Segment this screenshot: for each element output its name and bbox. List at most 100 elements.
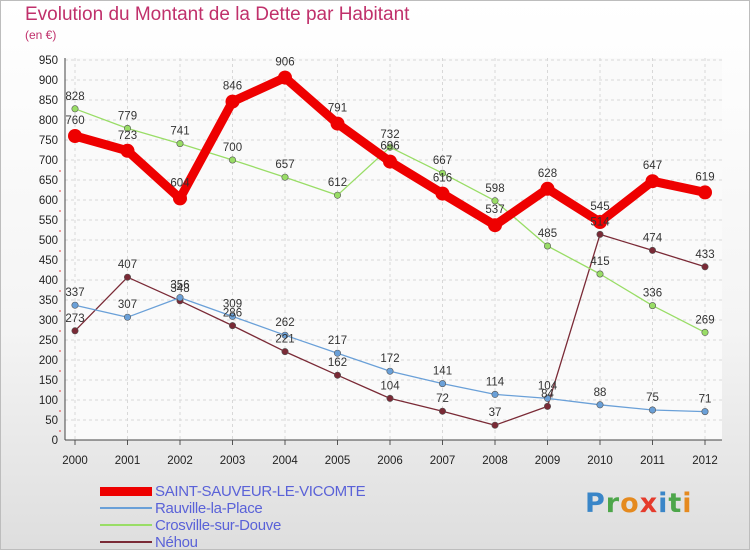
y-tick-label: 600 bbox=[39, 195, 58, 207]
data-point bbox=[124, 273, 132, 281]
y-tick-label: 650 bbox=[39, 175, 58, 187]
y-tick-label: 350 bbox=[39, 295, 58, 307]
data-label: 141 bbox=[433, 366, 452, 378]
y-tick-label: 50 bbox=[45, 415, 58, 427]
data-label: 88 bbox=[594, 387, 607, 399]
legend-item: Crosville-sur-Douve bbox=[100, 517, 460, 534]
logo-letter: x bbox=[639, 488, 659, 519]
y-tick-label: 450 bbox=[39, 255, 58, 267]
data-label: 104 bbox=[538, 380, 558, 392]
data-point bbox=[229, 156, 237, 164]
data-label: 415 bbox=[590, 256, 609, 268]
data-point bbox=[596, 270, 604, 278]
data-point bbox=[491, 390, 499, 398]
x-tick-label: 2005 bbox=[325, 455, 351, 467]
data-point bbox=[438, 380, 446, 388]
data-label: 221 bbox=[275, 334, 294, 346]
data-label: 84 bbox=[541, 388, 554, 400]
y-tick-label: 550 bbox=[39, 215, 58, 227]
data-label: 104 bbox=[380, 380, 400, 392]
data-point bbox=[596, 401, 604, 409]
data-label: 172 bbox=[380, 353, 399, 365]
data-label: 846 bbox=[223, 81, 242, 93]
data-label: 114 bbox=[486, 376, 505, 388]
data-point bbox=[229, 322, 237, 330]
y-tick-label: 750 bbox=[39, 135, 58, 147]
data-labels: 760 723 604 846 906 791 696 616 537 628 545 647 619 3… bbox=[65, 57, 714, 420]
data-label: 407 bbox=[118, 259, 137, 271]
data-label: 537 bbox=[485, 204, 504, 216]
data-label: 286 bbox=[223, 308, 242, 320]
data-label: 616 bbox=[433, 173, 452, 185]
data-label: 485 bbox=[538, 228, 557, 240]
y-tick-label: 850 bbox=[39, 95, 58, 107]
x-tick-label: 2008 bbox=[482, 455, 508, 467]
data-point bbox=[386, 367, 394, 375]
data-label: 37 bbox=[489, 407, 502, 419]
data-label: 604 bbox=[170, 177, 190, 189]
y-tick-label: 250 bbox=[39, 335, 58, 347]
data-label: 612 bbox=[328, 177, 347, 189]
data-label: 598 bbox=[485, 183, 504, 195]
logo-letter: i bbox=[682, 488, 693, 519]
data-point bbox=[281, 348, 289, 356]
x-tick-label: 2003 bbox=[220, 455, 246, 467]
legend-swatch bbox=[100, 524, 152, 526]
data-point bbox=[330, 116, 345, 131]
x-tick-label: 2012 bbox=[692, 455, 718, 467]
proxiti-logo: Proxiti bbox=[585, 488, 693, 519]
data-point bbox=[593, 215, 607, 229]
data-point bbox=[229, 312, 237, 320]
data-label: 75 bbox=[646, 392, 659, 404]
x-tick-label: 2009 bbox=[535, 455, 561, 467]
legend-label: SAINT-SAUVEUR-LE-VICOMTE bbox=[155, 483, 366, 500]
data-point bbox=[491, 421, 499, 429]
data-point bbox=[596, 230, 604, 238]
data-label: 337 bbox=[65, 287, 84, 299]
x-tick-label: 2011 bbox=[640, 455, 665, 467]
data-point bbox=[68, 129, 82, 143]
data-label: 309 bbox=[223, 298, 242, 310]
data-point bbox=[333, 349, 341, 357]
data-point bbox=[386, 143, 394, 151]
legend: SAINT-SAUVEUR-LE-VICOMTE Rauville-la-Pla… bbox=[100, 483, 460, 551]
data-point bbox=[543, 394, 551, 402]
data-point bbox=[173, 191, 187, 206]
y-tick-label: 200 bbox=[39, 355, 58, 367]
x-tick-label: 2000 bbox=[62, 455, 88, 467]
data-label: 619 bbox=[695, 171, 714, 183]
data-label: 348 bbox=[170, 283, 189, 295]
series-layer bbox=[68, 70, 712, 429]
data-point bbox=[701, 408, 709, 416]
legend-swatch bbox=[100, 507, 152, 509]
data-point bbox=[386, 394, 394, 402]
data-point bbox=[176, 140, 184, 148]
data-point bbox=[278, 70, 292, 85]
data-point bbox=[438, 169, 446, 177]
data-point bbox=[124, 124, 132, 132]
legend-label: Néhou bbox=[155, 534, 198, 551]
axes: 0 50 100 150 200 250 300 350 400 450 500 550 600 650 7… bbox=[39, 55, 722, 467]
logo-letter: i bbox=[658, 488, 669, 519]
data-label: 723 bbox=[118, 130, 137, 142]
data-point bbox=[281, 331, 289, 339]
data-label: 779 bbox=[118, 110, 137, 122]
data-label: 433 bbox=[695, 249, 714, 261]
legend-swatch bbox=[100, 541, 152, 543]
data-point bbox=[176, 294, 184, 302]
y-tick-label: 150 bbox=[39, 375, 58, 387]
legend-item: Néhou bbox=[100, 534, 460, 551]
plot-background bbox=[65, 58, 722, 440]
data-label: 514 bbox=[590, 216, 610, 228]
y-tick-label: 100 bbox=[39, 395, 58, 407]
data-point bbox=[648, 406, 656, 414]
data-point bbox=[225, 94, 240, 109]
data-point bbox=[491, 197, 499, 205]
data-label: 72 bbox=[436, 393, 449, 405]
data-label: 356 bbox=[170, 280, 189, 292]
data-point bbox=[648, 302, 656, 310]
data-point bbox=[71, 301, 79, 309]
data-point bbox=[383, 154, 397, 169]
y-tick-label: 900 bbox=[39, 75, 58, 87]
